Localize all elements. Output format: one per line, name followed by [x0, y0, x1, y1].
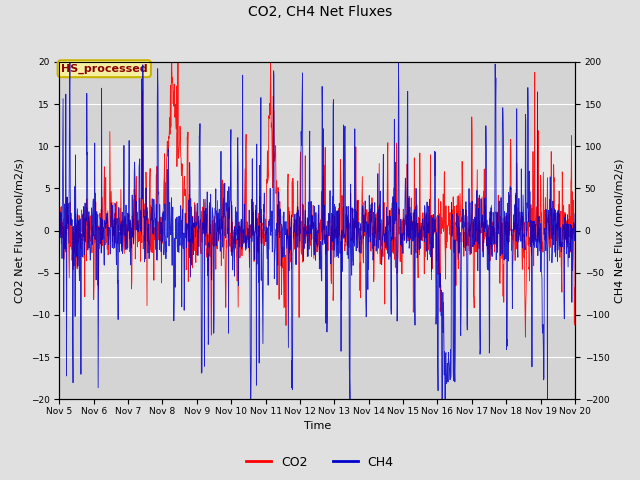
- Legend: CO2, CH4: CO2, CH4: [241, 451, 399, 474]
- Text: CO2, CH4 Net Fluxes: CO2, CH4 Net Fluxes: [248, 5, 392, 19]
- Y-axis label: CO2 Net Flux (μmol/m2/s): CO2 Net Flux (μmol/m2/s): [15, 158, 25, 303]
- Text: HS_processed: HS_processed: [61, 63, 148, 74]
- Bar: [60, 146, 575, 315]
- X-axis label: Time: Time: [303, 421, 331, 432]
- Y-axis label: CH4 Net Flux (nmol/m2/s): CH4 Net Flux (nmol/m2/s): [615, 158, 625, 303]
